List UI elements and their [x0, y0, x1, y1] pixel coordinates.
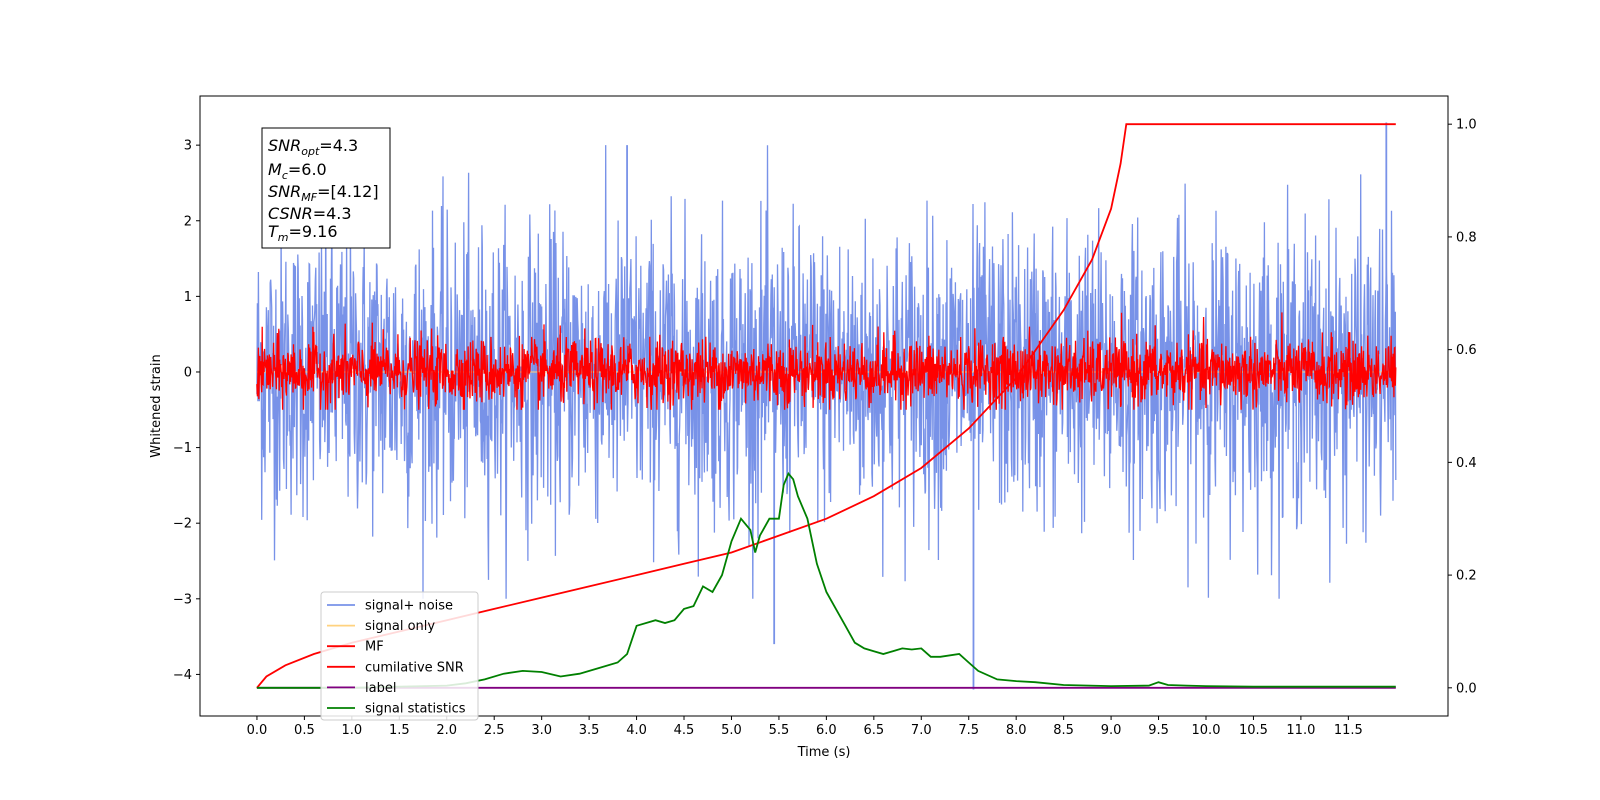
series-mf-line: [256, 312, 1397, 410]
x-tick-label-4: 2.0: [436, 723, 457, 738]
series-signal-statistics-line: [256, 471, 1396, 689]
x-tick-label-7: 3.5: [579, 723, 600, 738]
info-box: SNRopt=4.3 Mc=6.0 SNRMF=[4.12] CSNR=4.3 …: [261, 127, 391, 249]
y-tick-label-2: −2: [173, 517, 192, 532]
x-tick-label-14: 7.0: [911, 723, 932, 738]
x-axis: 0.0 0.5 1.0 1.5 2.0 2.5 3.0 3.5 4.0 4.5 5.0 5.5 6.0 6…: [247, 716, 1363, 738]
legend-label-4: label: [365, 681, 396, 696]
snr-mf-text: SNRMF=[4.12]: [268, 182, 379, 204]
tm-text: Tm=9.16: [268, 222, 338, 244]
snr-opt-text: SNRopt=4.3: [268, 136, 358, 158]
y2-tick-label-3: 0.6: [1456, 343, 1477, 358]
y-axis-right: 0.0 0.2 0.4 0.6 0.8 1.0: [1448, 118, 1477, 696]
legend-label-3: cumilative SNR: [365, 660, 464, 675]
x-tick-label-0: 0.0: [247, 723, 268, 738]
legend-label-1: signal only: [365, 619, 435, 634]
x-tick-label-1: 0.5: [294, 723, 315, 738]
y2-tick-label-0: 0.0: [1456, 681, 1477, 696]
y-tick-label-7: 3: [184, 139, 192, 154]
y2-tick-label-4: 0.8: [1456, 230, 1477, 245]
y2-tick-label-1: 0.2: [1456, 569, 1477, 584]
x-tick-label-5: 2.5: [484, 723, 505, 738]
x-tick-label-11: 5.5: [769, 723, 790, 738]
csnr-text: CSNR=4.3: [268, 204, 352, 223]
y-tick-label-3: −1: [173, 441, 192, 456]
y2-tick-label-2: 0.4: [1456, 456, 1477, 471]
x-tick-label-19: 9.5: [1148, 723, 1169, 738]
x-axis-label: Time (s): [797, 745, 851, 760]
legend-label-2: MF: [365, 640, 384, 655]
y-tick-label-6: 2: [184, 214, 192, 229]
y-axis-label: Whitened strain: [149, 354, 164, 457]
legend-label-0: signal+ noise: [365, 599, 453, 614]
axes-frame: [199, 95, 1449, 717]
legend-frame: [320, 591, 479, 721]
y2-tick-label-5: 1.0: [1456, 118, 1477, 133]
legend-label-5: signal statistics: [365, 702, 466, 717]
x-tick-label-16: 8.0: [1006, 723, 1027, 738]
x-tick-label-9: 4.5: [674, 723, 695, 738]
x-tick-label-23: 11.5: [1334, 723, 1363, 738]
x-tick-label-8: 4.0: [626, 723, 647, 738]
x-tick-label-18: 9.0: [1101, 723, 1122, 738]
y-tick-label-0: −4: [173, 668, 192, 683]
x-tick-label-3: 1.5: [389, 723, 410, 738]
x-tick-label-15: 7.5: [958, 723, 979, 738]
mc-text: Mc=6.0: [268, 160, 327, 182]
info-box-frame: [261, 127, 391, 249]
x-tick-label-13: 6.5: [863, 723, 884, 738]
x-tick-label-2: 1.0: [342, 723, 363, 738]
legend: signal+ noise signal only MF cumilative SNR…: [320, 591, 479, 721]
y-axis-left: −4 −3 −2 −1 0 1 2 3: [173, 139, 200, 683]
y-tick-label-5: 1: [184, 290, 192, 305]
y-tick-label-4: 0: [184, 365, 192, 380]
x-tick-label-6: 3.0: [531, 723, 552, 738]
x-tick-label-12: 6.0: [816, 723, 837, 738]
x-tick-label-21: 10.5: [1239, 723, 1268, 738]
x-tick-label-22: 11.0: [1286, 723, 1315, 738]
x-tick-label-17: 8.5: [1053, 723, 1074, 738]
x-tick-label-20: 10.0: [1192, 723, 1221, 738]
y-tick-label-1: −3: [173, 592, 192, 607]
x-tick-label-10: 5.0: [721, 723, 742, 738]
